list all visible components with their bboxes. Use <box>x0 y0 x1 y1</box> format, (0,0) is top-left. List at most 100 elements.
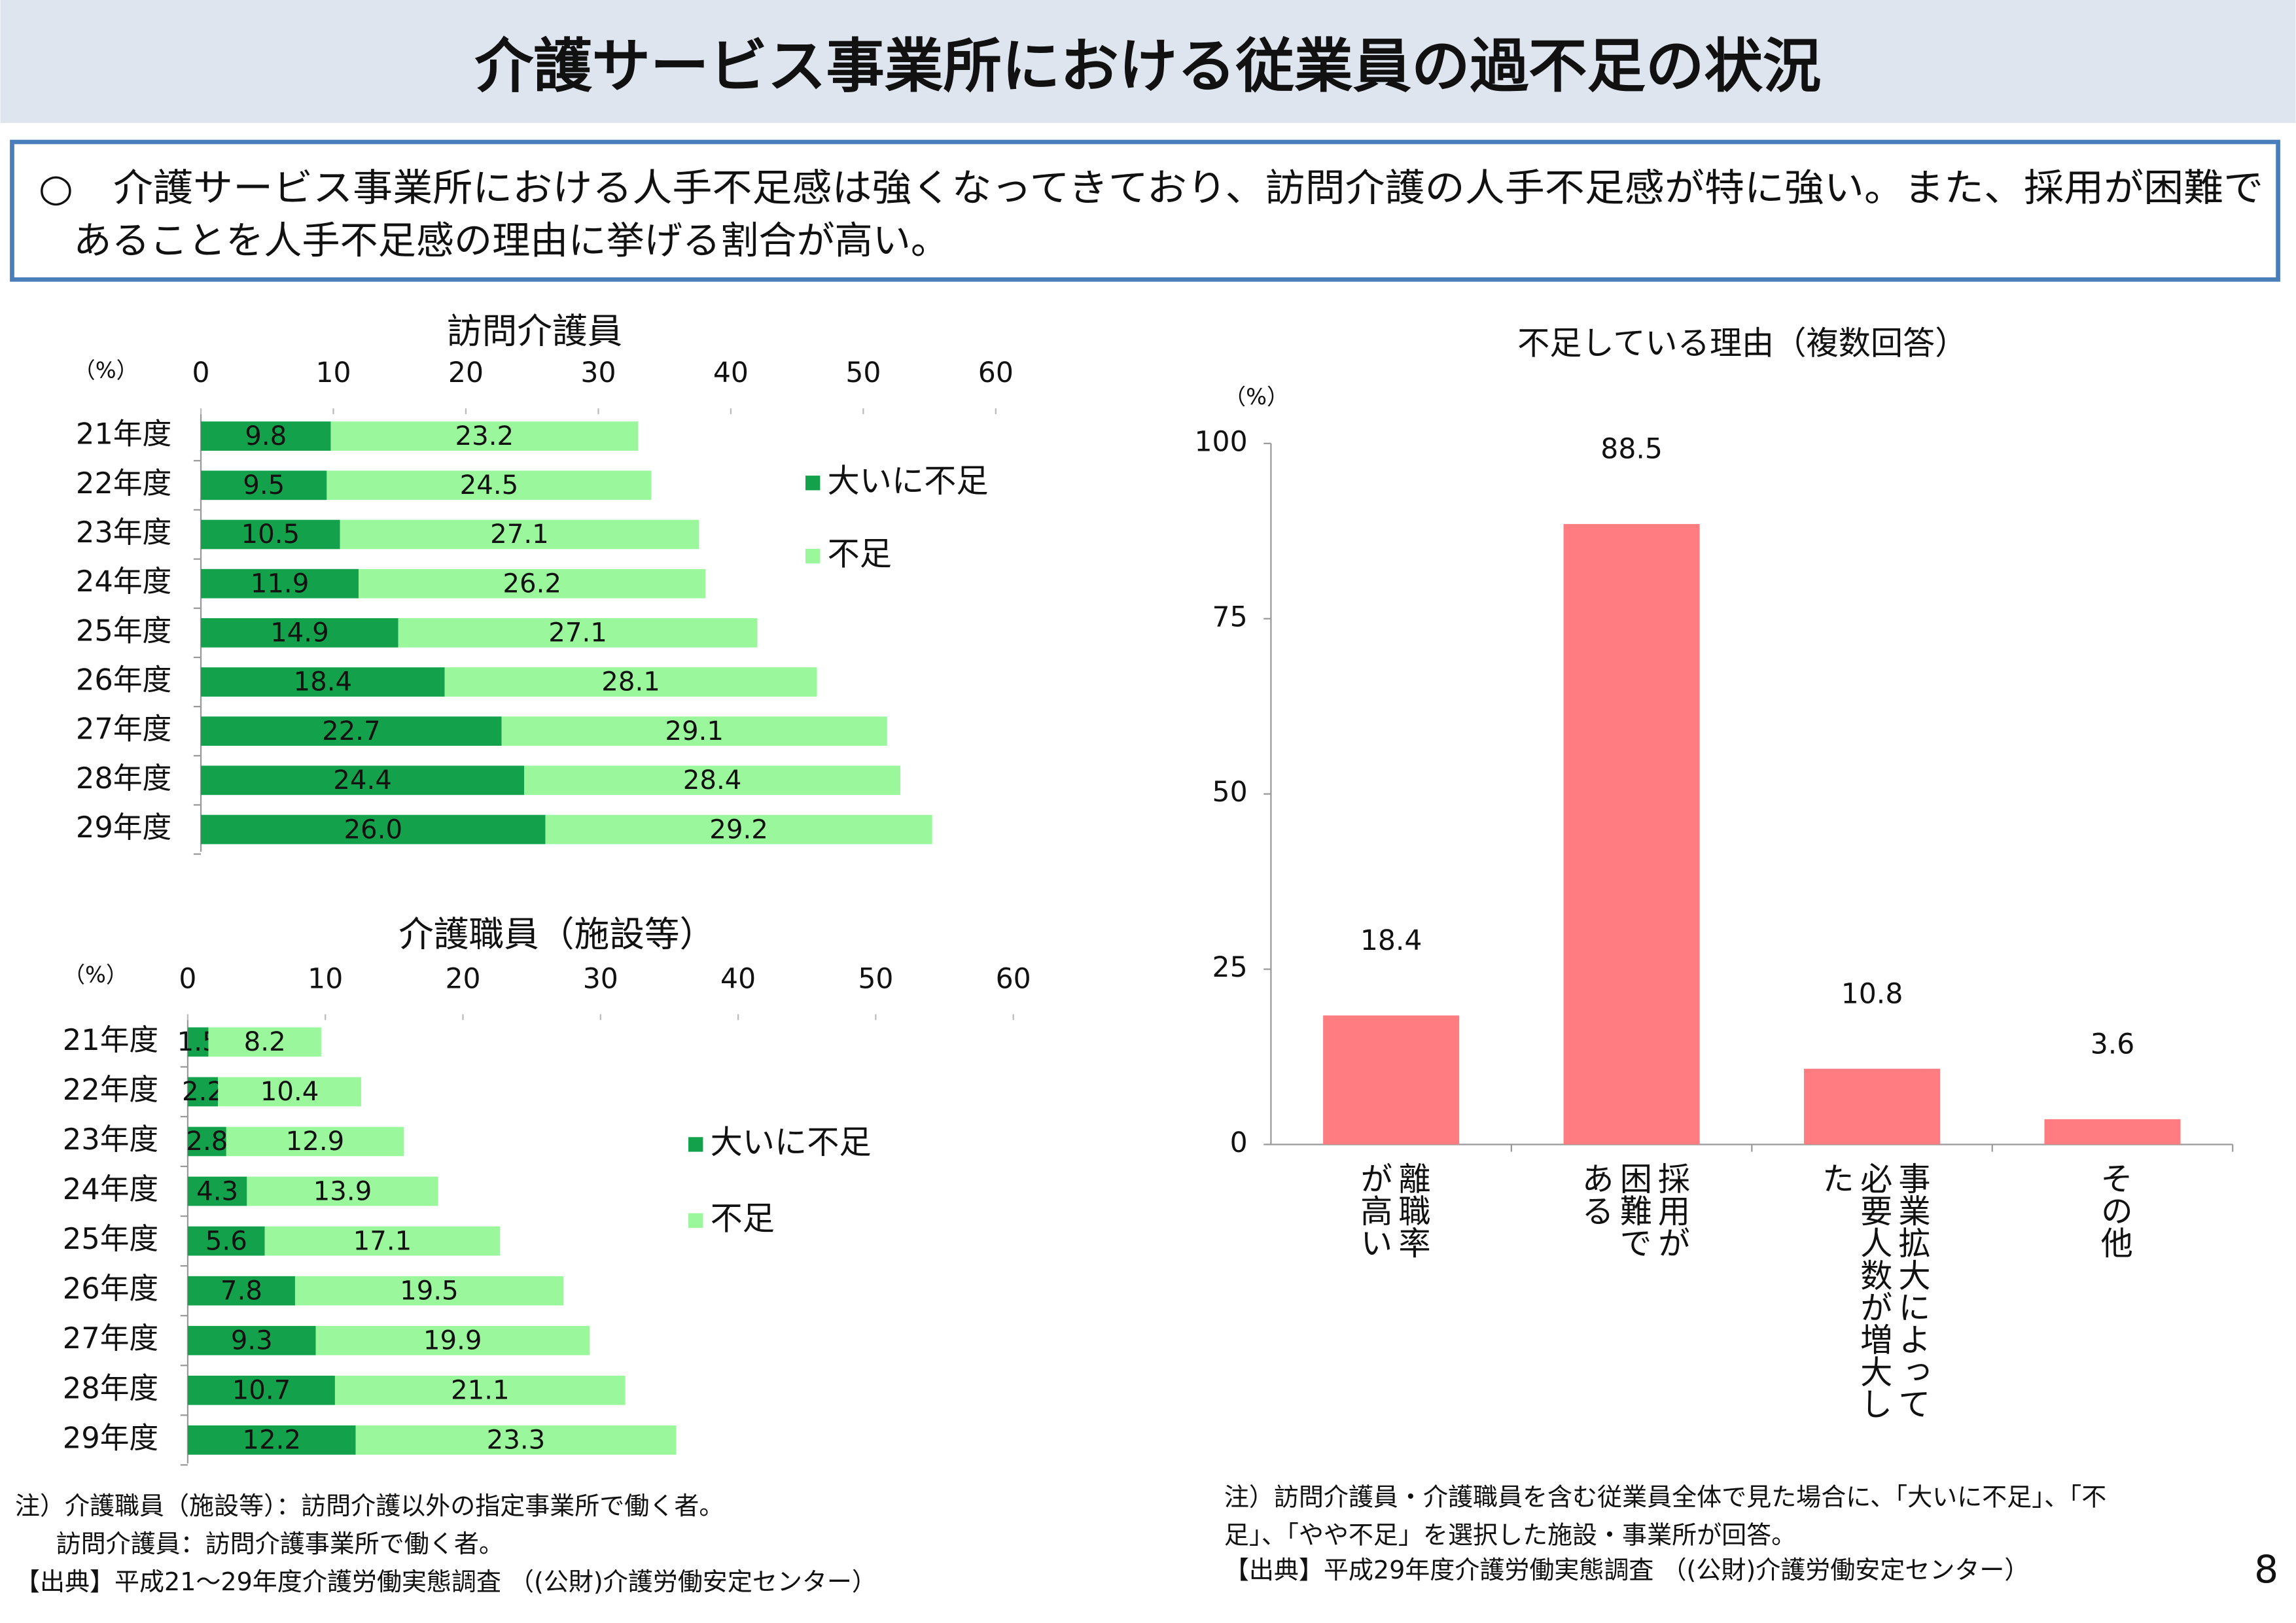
y-tick-label: 26年度 <box>63 1271 158 1306</box>
data-label: 10.7 <box>232 1376 291 1406</box>
bar <box>1323 1015 1460 1145</box>
data-label: 27.1 <box>548 618 607 648</box>
x-tick-label: 20 <box>448 357 484 389</box>
bar-segment <box>187 1276 295 1306</box>
x-tick-label: 60 <box>996 963 1031 995</box>
data-label: 7.8 <box>221 1276 262 1306</box>
note: 足」、「やや不足」を選択した施設・事業所が回答。 <box>1224 1521 1796 1550</box>
data-label: 88.5 <box>1600 434 1663 466</box>
bar-segment <box>315 1325 590 1355</box>
bar-segment <box>294 1276 564 1306</box>
bar <box>1804 1068 1941 1145</box>
bar-segment <box>201 716 502 746</box>
bar-segment <box>201 814 546 845</box>
bar-segment <box>218 1077 361 1107</box>
data-label: 14.9 <box>270 618 329 648</box>
data-label: 10.4 <box>260 1077 319 1107</box>
data-label: 21.1 <box>451 1376 510 1406</box>
y-tick-label: 22年度 <box>63 1072 158 1107</box>
bar-segment <box>444 667 817 697</box>
x-tick-label: 50 <box>845 357 881 389</box>
y-tick-label: 26年度 <box>76 663 171 697</box>
page-title: 介護サービス事業所における従業員の過不足の状況 <box>475 33 1822 101</box>
y-tick-label: 24年度 <box>63 1172 158 1206</box>
bar-segment <box>398 618 758 648</box>
data-label: 24.5 <box>460 470 519 500</box>
bar-segment <box>187 1226 265 1256</box>
note: 注）介護職員（施設等）：訪問介護以外の指定事業所で働く者。 <box>15 1492 724 1520</box>
data-label: 9.8 <box>245 421 287 451</box>
data-label: 10.5 <box>241 519 300 550</box>
data-label: 12.2 <box>242 1425 301 1456</box>
bar-segment <box>226 1126 404 1157</box>
data-label: 11.9 <box>251 568 309 599</box>
data-label: 18.4 <box>294 667 353 697</box>
data-label: 27.1 <box>490 519 549 550</box>
data-label: 26.0 <box>344 814 402 845</box>
data-label: 28.1 <box>601 667 660 697</box>
bar-segment <box>187 1126 226 1157</box>
y-tick-label: 23年度 <box>63 1122 158 1157</box>
bar-segment <box>187 1077 219 1107</box>
data-label: 29.2 <box>709 814 768 845</box>
y-tick-label: 25年度 <box>63 1221 158 1256</box>
bar-segment <box>524 765 901 795</box>
bar-segment <box>201 470 327 500</box>
y-tick-label: 28年度 <box>63 1370 158 1405</box>
bar-segment <box>327 470 652 500</box>
x-tick-label: 10 <box>315 357 351 389</box>
note: 注）訪問介護員・介護職員を含む従業員全体で見た場合に、「大いに不足」、「不 <box>1224 1482 2106 1511</box>
bar-segment <box>334 1375 626 1405</box>
x-tick-label: 30 <box>583 963 618 995</box>
y-tick-label: 75 <box>1212 601 1248 633</box>
bar-segment <box>545 814 932 845</box>
y-tick-label: 21年度 <box>76 417 171 451</box>
x-tick-label: その他 <box>2094 1162 2132 1259</box>
x-tick-label: 0 <box>179 963 196 995</box>
data-label: 29.1 <box>665 716 724 746</box>
y-tick-label: 28年度 <box>76 761 171 795</box>
data-label: 24.4 <box>333 765 392 795</box>
bar-segment <box>355 1425 677 1455</box>
y-tick-label: 27年度 <box>76 712 171 746</box>
summary-line: あることを人手不足感の理由に挙げる割合が高い。 <box>73 218 949 262</box>
bar-segment <box>187 1375 335 1405</box>
y-tick-label: 29年度 <box>76 810 171 845</box>
data-label: 19.5 <box>400 1276 459 1306</box>
legend-label: 不足 <box>828 535 892 573</box>
y-tick-label: 29年度 <box>63 1420 158 1455</box>
data-label: 5.6 <box>205 1226 247 1256</box>
x-tick-label: 事業拡大によって必要人数が増大した <box>1816 1162 1930 1420</box>
unit-label: （%） <box>1224 384 1289 410</box>
bar-segment <box>201 421 331 451</box>
legend-label: 大いに不足 <box>828 462 989 500</box>
data-label: 28.4 <box>683 765 742 795</box>
x-tick-label: 20 <box>445 963 480 995</box>
x-tick-label-box: 採用が困難である <box>1576 1162 1689 1259</box>
y-tick-label: 50 <box>1212 777 1248 809</box>
data-label: 4.3 <box>196 1176 238 1206</box>
bar-segment <box>187 1425 356 1455</box>
chart-title: 訪問介護員 <box>447 311 622 352</box>
bar-segment <box>187 1325 316 1355</box>
y-tick-label: 21年度 <box>63 1022 158 1057</box>
y-tick-label: 27年度 <box>63 1321 158 1355</box>
legend-label: 不足 <box>711 1199 775 1237</box>
y-tick-label: 24年度 <box>76 564 171 599</box>
note: 【出典】平成29年度介護労働実態調査 （(公財)介護労働安定センター） <box>1224 1556 2030 1584</box>
data-label: 19.9 <box>423 1325 482 1355</box>
data-label: 17.1 <box>353 1226 412 1256</box>
chart-title: 介護職員（施設等） <box>398 913 715 954</box>
bar-segment <box>330 421 639 451</box>
bar-segment <box>201 667 445 697</box>
unit-label: （%） <box>73 358 138 383</box>
x-tick-label: 30 <box>580 357 616 389</box>
y-tick-label: 100 <box>1195 426 1248 458</box>
note: 【出典】平成21～29年度介護労働実態調査 （(公財)介護労働安定センター） <box>15 1567 877 1596</box>
legend-swatch <box>805 476 821 491</box>
x-tick-label: 60 <box>978 357 1014 389</box>
bar-segment <box>264 1226 501 1256</box>
y-tick-label: 22年度 <box>76 466 171 500</box>
bar <box>1563 524 1700 1145</box>
